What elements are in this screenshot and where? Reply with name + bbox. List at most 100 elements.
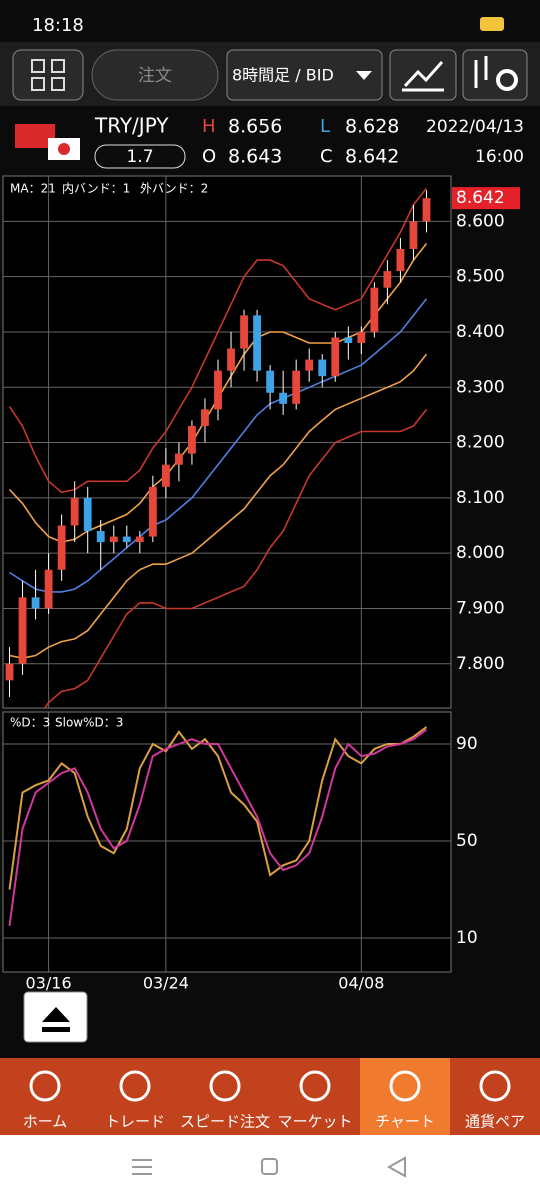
stoch-line — [8, 726, 428, 890]
candle-body — [318, 359, 327, 377]
candle-body — [396, 248, 405, 272]
nav-item[interactable]: マーケット — [277, 1113, 352, 1131]
nav-icon — [479, 1070, 511, 1102]
nav-item[interactable]: 通貨ペア — [465, 1113, 525, 1131]
menu-button[interactable] — [12, 49, 84, 101]
candle-body — [18, 597, 27, 664]
timeframe-select[interactable]: 8時間足 / BID — [226, 49, 383, 101]
candle-body — [292, 370, 301, 404]
legend-outer: 外バンド：2 — [140, 182, 208, 196]
open: 8.643 — [228, 146, 282, 168]
candle-body — [344, 337, 353, 344]
candle-body — [188, 425, 196, 454]
legend-d: %D：3 — [10, 716, 50, 730]
stoch-lines — [8, 726, 428, 927]
legend-ma: MA：21 — [10, 182, 56, 196]
nav-item[interactable]: チャート — [375, 1113, 435, 1131]
candle-body — [83, 497, 92, 532]
x-tick-label: 03/16 — [26, 974, 72, 993]
nav-item[interactable]: トレード — [105, 1113, 165, 1131]
home-button[interactable] — [261, 1158, 278, 1175]
legend-inner: 内バンド：1 — [62, 182, 130, 196]
open-label: O — [202, 146, 216, 167]
nav-icon — [119, 1070, 151, 1102]
candle-body — [109, 536, 118, 543]
spread: 1.7 — [126, 147, 153, 167]
stoch-line — [8, 728, 428, 927]
candle-body — [227, 348, 235, 371]
current-price-box — [452, 187, 520, 210]
time: 16:00 — [475, 147, 524, 167]
nav-item[interactable]: ホーム — [23, 1113, 68, 1131]
candle-body — [370, 287, 379, 332]
y-tick-label: 8.500 — [456, 267, 505, 287]
nav-icon — [389, 1070, 421, 1102]
overlays — [5, 187, 431, 708]
high: 8.656 — [228, 116, 282, 138]
candle-body — [161, 464, 170, 487]
battery — [480, 17, 504, 31]
x-tick-label: 03/24 — [143, 974, 189, 993]
candle-body — [305, 359, 314, 371]
settings-button[interactable] — [462, 49, 528, 101]
low: 8.628 — [345, 116, 399, 138]
candle-body — [266, 370, 275, 393]
y-tick-label: 7.800 — [456, 654, 505, 674]
candle-body — [357, 331, 366, 344]
indicator-line — [9, 353, 428, 660]
candle-body — [96, 531, 105, 543]
legend-slow: Slow%D：3 — [55, 716, 123, 730]
main-plot — [2, 175, 452, 709]
collapse-button[interactable] — [23, 991, 88, 1043]
indicator-line — [8, 187, 428, 494]
order-label: 注文 — [138, 66, 172, 86]
candle-body — [422, 198, 431, 222]
candle-body — [57, 525, 66, 570]
high-label: H — [202, 116, 216, 137]
candle-body — [148, 486, 157, 537]
x-tick-label: 04/08 — [338, 974, 384, 993]
current-price: 8.642 — [456, 188, 505, 208]
y-tick-label: 8.400 — [456, 322, 505, 342]
indicator-line — [9, 298, 428, 593]
candle-body — [175, 453, 183, 465]
low-label: L — [320, 116, 330, 137]
y-tick-label: 8.200 — [456, 433, 505, 453]
recent-button[interactable] — [132, 1159, 152, 1175]
nav-icon — [209, 1070, 241, 1102]
y-tick-label: 8.100 — [456, 488, 505, 508]
indicator-line — [43, 408, 428, 708]
order-button[interactable]: 注文 — [91, 49, 219, 101]
chart-layer: 7.800 7.900 8.000 8.100 8.200 8.300 8.400 8.500… — [3, 176, 520, 993]
chart-type-button[interactable] — [389, 49, 457, 101]
y-tick-label: 10 — [456, 928, 478, 948]
candle-body — [409, 221, 418, 249]
candle-body — [5, 663, 14, 681]
candle-body — [279, 392, 288, 404]
candle-body — [214, 370, 222, 410]
y-tick-label: 50 — [456, 831, 478, 851]
candle-body — [383, 271, 392, 288]
timeframe-label: 8時間足 / BID — [232, 66, 334, 85]
y-tick-label: 8.600 — [456, 211, 505, 231]
candle-body — [331, 337, 340, 377]
stoch-plot — [2, 711, 452, 973]
candle-body — [31, 597, 40, 609]
nav-item[interactable]: スピード注文 — [180, 1113, 270, 1131]
nav-icon — [299, 1070, 331, 1102]
candle-body — [122, 536, 131, 543]
spread-pill — [94, 144, 186, 169]
y-tick-label: 8.300 — [456, 377, 505, 397]
y-tick-label: 7.900 — [456, 598, 505, 618]
date: 2022/04/13 — [426, 117, 524, 137]
y-tick-label: 90 — [456, 734, 478, 754]
back-button[interactable] — [386, 1156, 406, 1178]
candle-body — [201, 409, 209, 426]
close-label: C — [320, 146, 333, 167]
nav-icon — [29, 1070, 61, 1102]
candle-body — [135, 536, 144, 543]
pair: TRY/JPY — [94, 114, 169, 138]
system-nav — [0, 1135, 540, 1200]
status-time: 18:18 — [32, 15, 84, 36]
